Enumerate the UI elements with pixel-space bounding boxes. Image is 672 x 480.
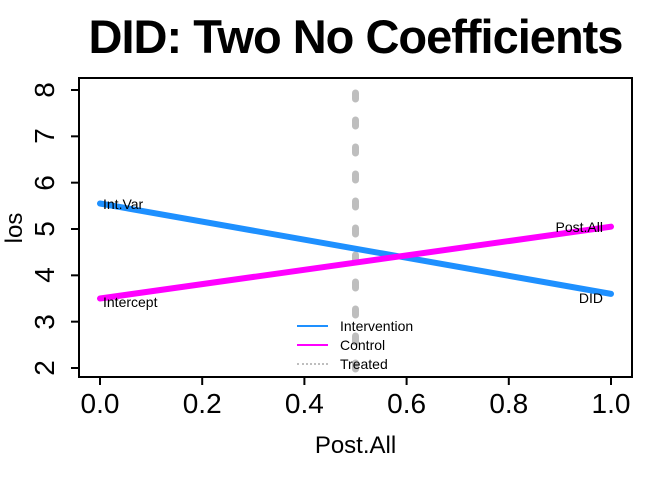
y-tick-label: 3 (29, 313, 60, 330)
x-tick-label: 0.0 (80, 388, 120, 419)
y-axis-label: los (1, 212, 28, 244)
control-line-swatch-icon (297, 343, 328, 346)
y-tick-label: 5 (29, 221, 60, 237)
legend-label: Treated (340, 355, 388, 372)
y-tick-label: 7 (29, 128, 60, 145)
series-line-control (97, 223, 614, 302)
x-tick-label: 0.2 (182, 388, 222, 419)
x-tick-label: 0.8 (489, 388, 529, 419)
legend-item-treated: Treated (297, 354, 413, 373)
annotation-int-var: Int.Var (103, 195, 144, 212)
x-tick-label: 1.0 (591, 388, 631, 419)
x-tick-label: 0.6 (387, 388, 427, 419)
legend-item-control: Control (297, 335, 413, 354)
x-tick-label: 0.4 (284, 388, 324, 419)
y-tick-label: 4 (29, 267, 60, 284)
annotation-did: DID (578, 289, 603, 306)
chart-title: DID: Two No Coefficients (88, 10, 624, 63)
legend-label: Control (340, 336, 386, 353)
legend-label: Intervention (340, 317, 414, 334)
legend-item-intervention: Intervention (297, 316, 413, 335)
y-tick-label: 2 (29, 360, 60, 376)
treated-line-swatch-icon (297, 362, 328, 365)
legend: Intervention Control Treated (297, 316, 413, 373)
intervention-line-swatch-icon (297, 324, 328, 327)
annotation-intercept: Intercept (103, 293, 158, 310)
y-tick-label: 6 (29, 174, 60, 191)
x-axis-label: Post.All (314, 432, 397, 459)
series-line-intervention (97, 200, 614, 297)
y-tick-label: 8 (29, 82, 60, 98)
annotation-post-all: Post.All (555, 218, 603, 235)
